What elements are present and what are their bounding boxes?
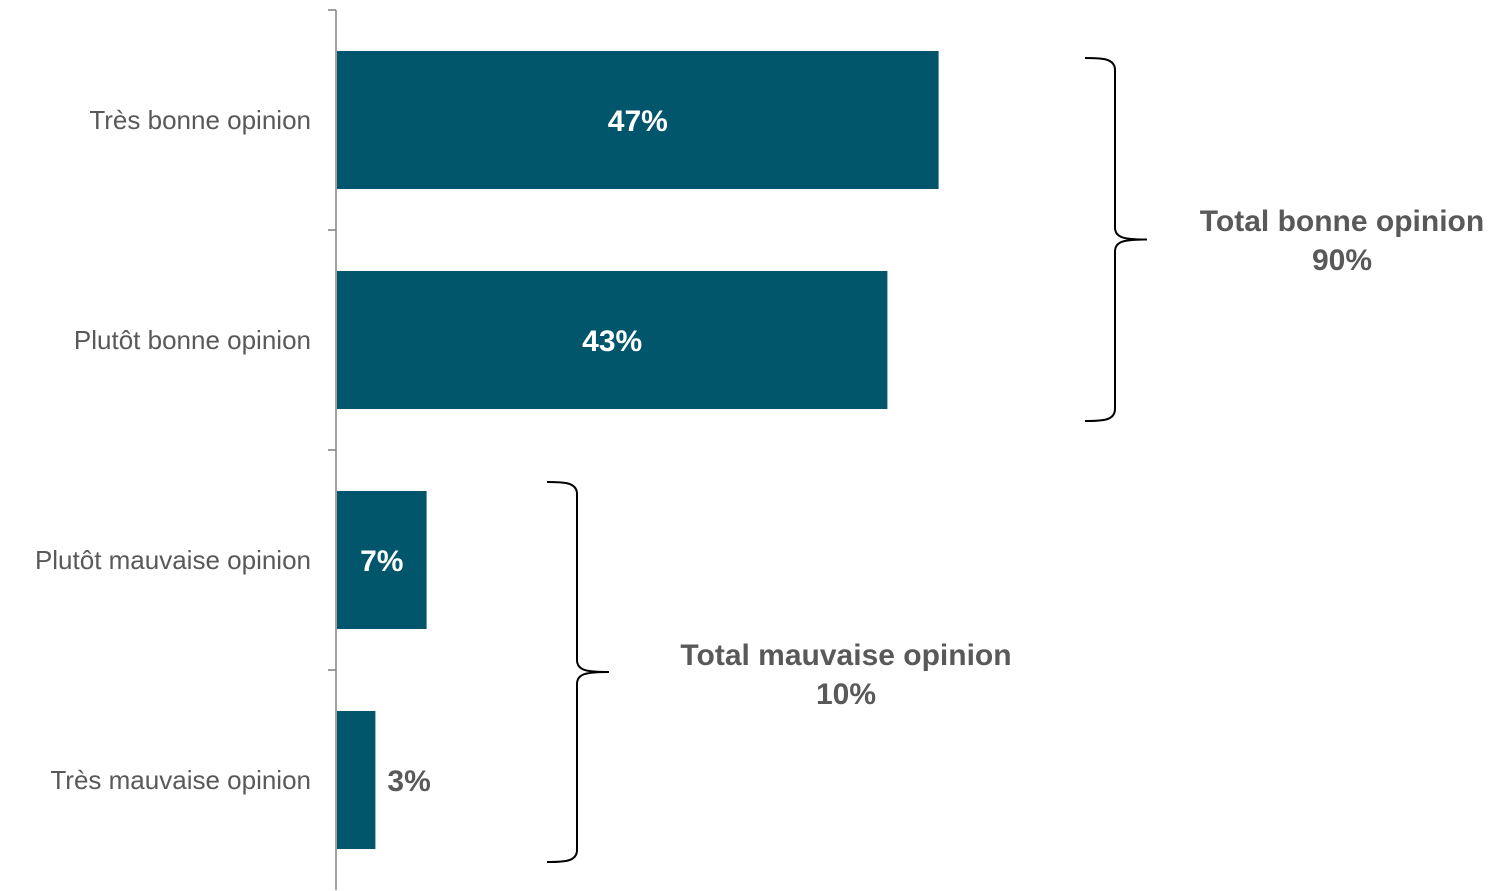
category-label: Plutôt bonne opinion: [74, 325, 311, 355]
group-total-value: 10%: [816, 678, 876, 711]
bar-4: [337, 711, 375, 849]
category-label: Plutôt mauvaise opinion: [35, 545, 311, 575]
category-axis: [328, 10, 336, 890]
value-label: 43%: [582, 325, 642, 358]
group-total-label: Total mauvaise opinion: [680, 639, 1011, 672]
value-label: 47%: [608, 105, 668, 138]
category-label: Très mauvaise opinion: [50, 765, 311, 795]
category-label: Très bonne opinion: [89, 105, 311, 135]
group-brace: [1085, 58, 1147, 421]
group-total-value: 90%: [1312, 244, 1372, 277]
value-label: 3%: [387, 765, 430, 798]
value-label: 7%: [360, 545, 403, 578]
bars: [337, 51, 939, 849]
group-brace: [547, 482, 609, 862]
labels: Très bonne opinion 47% Plutôt bonne opinio…: [35, 105, 668, 798]
group-total-label: Total bonne opinion: [1200, 205, 1484, 238]
